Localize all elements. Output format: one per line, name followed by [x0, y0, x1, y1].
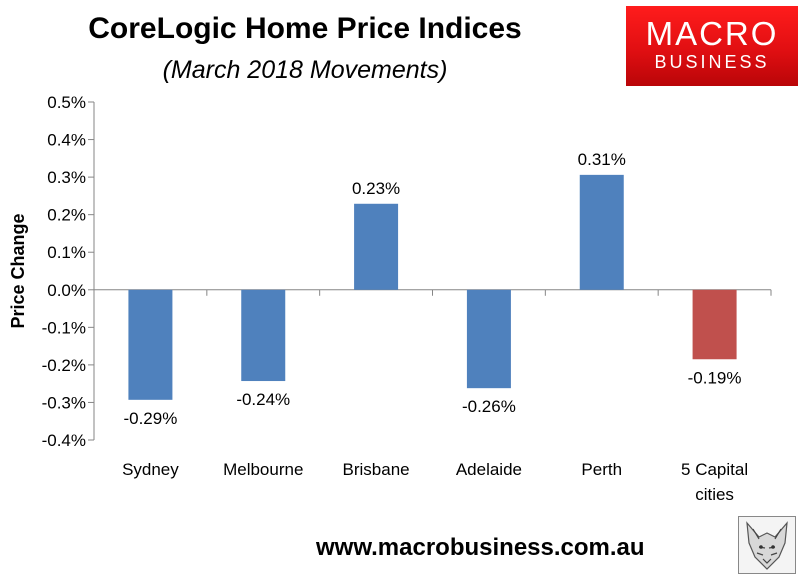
y-tick-label: 0.1% [47, 243, 86, 262]
y-tick-label: -0.2% [42, 356, 86, 375]
y-tick-label: 0.0% [47, 281, 86, 300]
x-tick-label: Melbourne [223, 460, 303, 479]
x-tick-label: Sydney [122, 460, 179, 479]
bar [579, 174, 624, 290]
x-tick-label: Adelaide [456, 460, 522, 479]
y-tick-label: 0.3% [47, 168, 86, 187]
y-tick-label: -0.1% [42, 318, 86, 337]
wolf-logo-icon [738, 516, 796, 574]
macrobusiness-logo: MACRO BUSINESS [626, 6, 798, 86]
bar [354, 203, 399, 290]
chart-subtitle: (March 2018 Movements) [162, 56, 448, 84]
data-label: 0.31% [578, 150, 626, 169]
y-tick-label: 0.5% [47, 93, 86, 112]
y-tick-label: -0.4% [42, 431, 86, 450]
x-tick-label: 5 Capital [681, 460, 748, 479]
data-label: -0.19% [688, 368, 742, 387]
y-axis-title: Price Change [8, 213, 28, 328]
y-tick-label: 0.2% [47, 206, 86, 225]
data-label: 0.23% [352, 179, 400, 198]
data-label: -0.26% [462, 397, 516, 416]
x-tick-label: cities [695, 485, 734, 504]
bar [692, 289, 737, 360]
data-label: -0.24% [236, 390, 290, 409]
logo-line-2: BUSINESS [654, 52, 770, 72]
data-label: -0.29% [123, 409, 177, 428]
y-tick-label: -0.3% [42, 393, 86, 412]
bar [466, 289, 511, 389]
bar [128, 289, 173, 400]
x-tick-label: Perth [581, 460, 622, 479]
bar [241, 289, 286, 382]
chart-title: CoreLogic Home Price Indices [88, 12, 522, 45]
logo-line-1: MACRO [645, 15, 779, 52]
x-tick-label: Brisbane [343, 460, 410, 479]
footer-url: www.macrobusiness.com.au [316, 534, 645, 561]
y-tick-label: 0.4% [47, 131, 86, 150]
